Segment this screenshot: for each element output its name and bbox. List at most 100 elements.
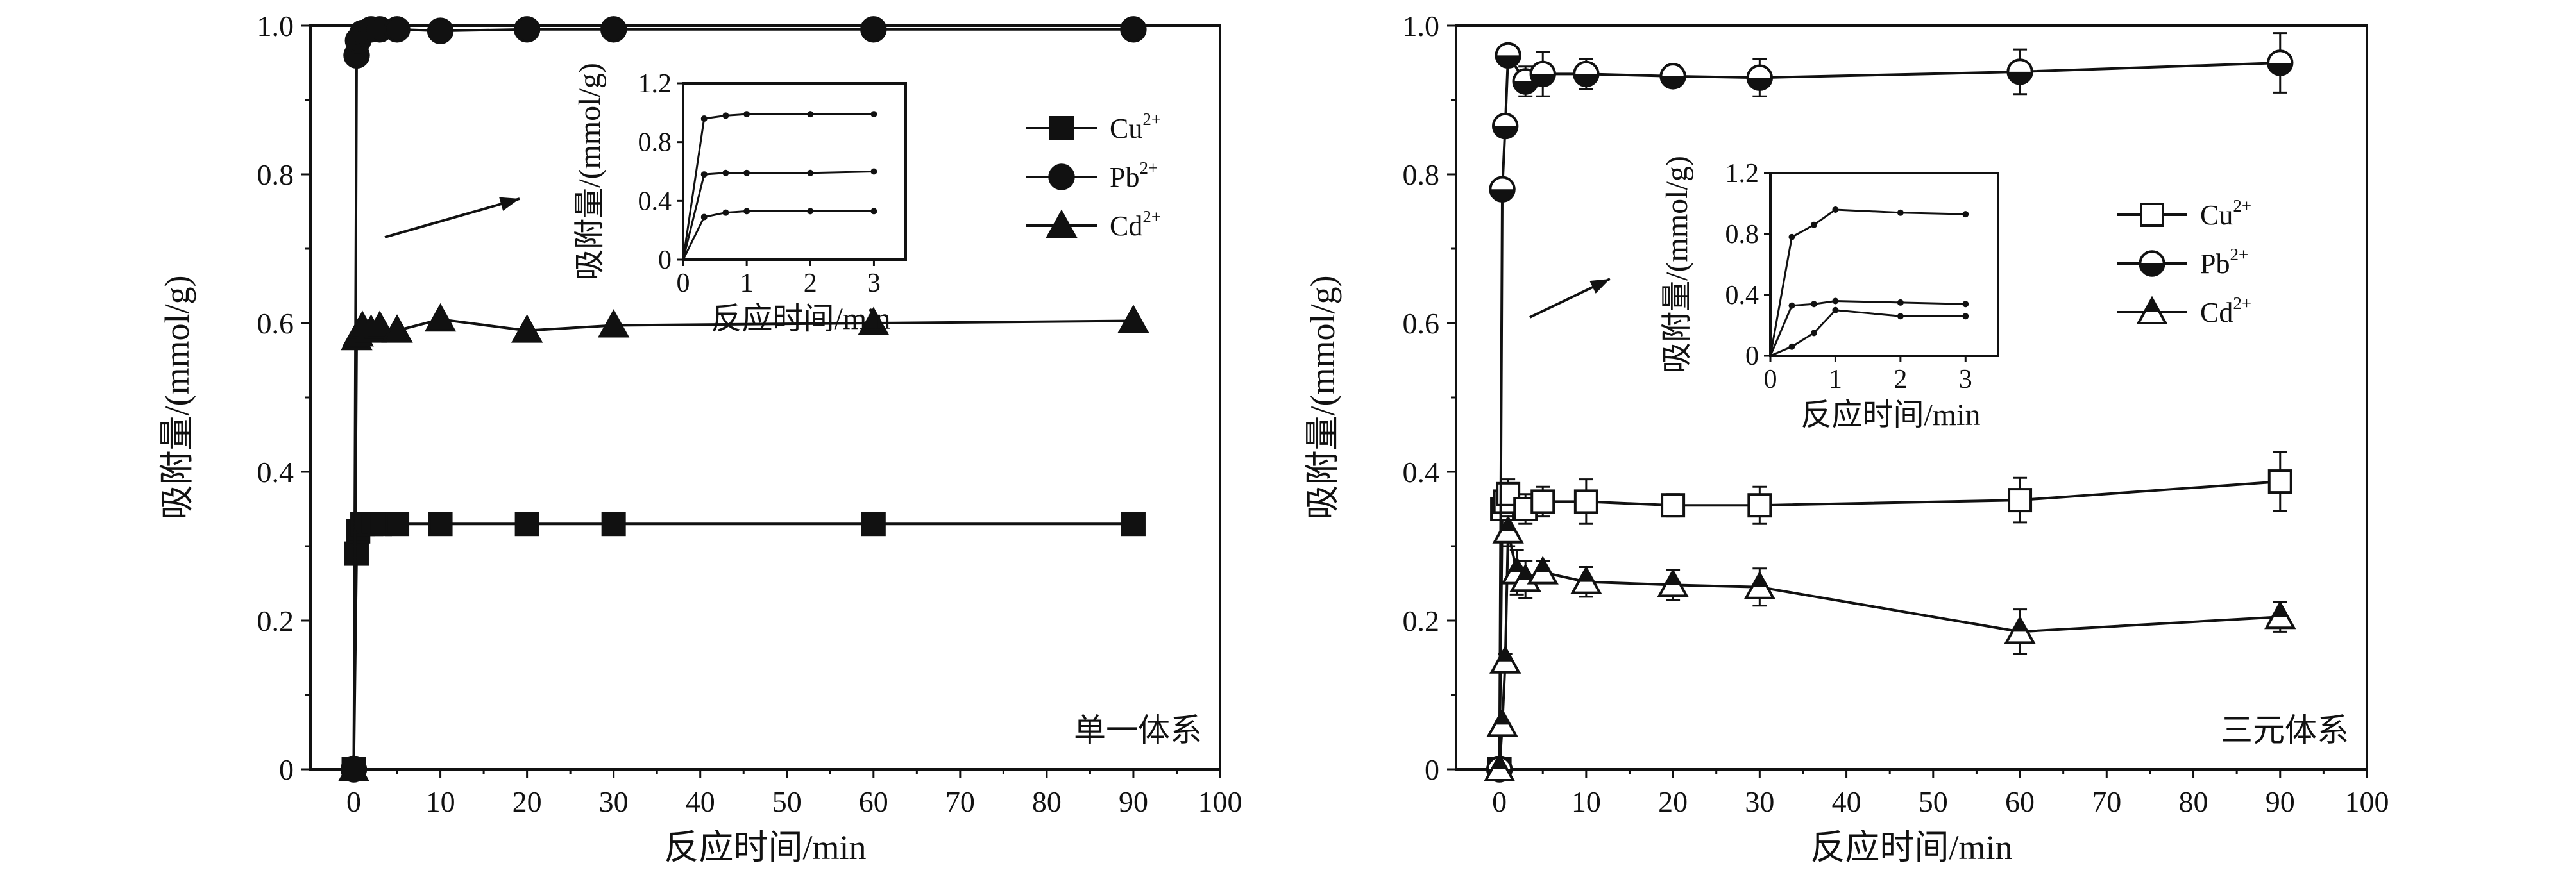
data-point-cu <box>1747 493 1772 518</box>
inset-y-axis-label: 吸附量/(mmol/g) <box>573 63 607 280</box>
y-tick-label: 0.4 <box>1403 456 1440 489</box>
x-tick-label: 80 <box>1032 785 1062 818</box>
x-tick-label: 90 <box>2266 785 2295 818</box>
legend: Cu2+ Pb2+ Cd2+ <box>2117 196 2251 328</box>
inset-point-pb <box>743 111 750 118</box>
series-line-cd <box>1498 531 2280 770</box>
data-point-pb <box>2006 58 2033 85</box>
x-axis-label: 反应时间/min <box>664 828 866 867</box>
inset-point-cu <box>1832 297 1839 305</box>
data-point-cd <box>1743 571 1775 599</box>
y-tick-label: 0.8 <box>1403 158 1440 191</box>
data-point-cd <box>381 314 413 343</box>
data-point-pb <box>1489 176 1516 203</box>
data-point-pb <box>1495 42 1521 69</box>
inset-series-line-cd <box>682 171 874 260</box>
data-point-cu <box>514 512 539 537</box>
inset-y-tick-label: 1.2 <box>1725 159 1759 188</box>
x-tick-label: 70 <box>945 785 975 818</box>
inset-point-cu <box>870 208 877 215</box>
inset-point-pb <box>700 115 708 122</box>
data-point-cd <box>1492 515 1524 544</box>
legend-marker-cu <box>1049 116 1074 140</box>
inset-x-tick-label: 2 <box>1894 365 1907 394</box>
data-point-cd <box>1483 753 1516 781</box>
data-point-cd <box>1527 556 1559 585</box>
series-line-cu <box>352 522 1133 770</box>
inset-point-cu <box>1962 301 1969 308</box>
inset-point-pb <box>1832 206 1839 213</box>
inset-point-cd <box>1897 313 1904 320</box>
data-point-pb <box>1573 60 1600 88</box>
y-tick-label: 1.0 <box>257 10 294 42</box>
legend-marker-cd <box>1046 209 1078 238</box>
y-tick-label: 0.6 <box>1403 307 1440 340</box>
legend-marker-cd <box>2136 296 2168 324</box>
inset-y-tick-label: 1.2 <box>638 69 672 99</box>
inset-series-line-pb <box>1769 208 1966 356</box>
inset-point-cd <box>1832 306 1839 313</box>
y-axis-label: 吸附量/(mmol/g) <box>1303 276 1342 520</box>
data-point-pb <box>384 16 411 43</box>
x-tick-label: 50 <box>772 785 802 818</box>
data-point-cu <box>428 512 453 537</box>
inset-x-tick-label: 0 <box>677 269 690 298</box>
data-point-cu <box>1573 489 1598 514</box>
data-point-cd <box>1486 708 1518 737</box>
x-tick-label: 30 <box>599 785 629 818</box>
inset-point-cu <box>1897 299 1904 306</box>
inset-point-pb <box>1788 233 1795 240</box>
inset-series-line-cu <box>1769 299 1966 356</box>
data-point-cd <box>2004 615 2036 644</box>
data-point-cu <box>2267 469 2292 494</box>
inset-x-tick-label: 0 <box>1764 365 1777 394</box>
x-tick-label: 20 <box>1658 785 1688 818</box>
inset-point-pb <box>870 111 877 118</box>
data-point-cd <box>424 303 457 332</box>
data-point-cu <box>344 541 369 566</box>
legend-label-cd: Cd2+ <box>2200 294 2251 328</box>
y-tick-label: 0.2 <box>1403 605 1440 637</box>
arrow-head <box>499 197 520 211</box>
data-point-cd <box>1489 645 1521 674</box>
arrow-head <box>1589 279 1610 294</box>
chart-panel-2: 0 10 20 30 40 50 60 70 80 90 10000.20.40.60.81.0反应… <box>1303 10 2389 867</box>
inset-series-line-cd <box>1770 309 1966 357</box>
inset-point-cd <box>1962 313 1969 320</box>
legend-label-cu: Cu2+ <box>1110 110 1161 144</box>
x-tick-label: 0 <box>1492 785 1507 818</box>
data-point-pb <box>860 16 887 43</box>
x-tick-label: 100 <box>1198 785 1242 818</box>
panel-label: 单一体系 <box>1074 712 1202 748</box>
inset-point-cd <box>743 169 750 176</box>
data-point-pb <box>1491 112 1519 140</box>
data-point-cd <box>858 306 890 335</box>
data-point-cu <box>1121 512 1146 537</box>
inset-series-line-cu <box>682 210 874 260</box>
data-point-cu <box>385 512 410 537</box>
legend-marker-pb <box>2139 250 2165 277</box>
x-axis-label: 反应时间/min <box>1810 828 2012 867</box>
x-tick-label: 0 <box>346 785 361 818</box>
data-point-cd <box>1117 305 1149 333</box>
y-tick-label: 1.0 <box>1403 10 1440 42</box>
x-tick-label: 30 <box>1745 785 1774 818</box>
y-axis-label: 吸附量/(mmol/g) <box>158 276 196 520</box>
y-tick-label: 0.8 <box>257 158 294 191</box>
inset-frame <box>1769 172 1999 357</box>
inset-chart: 0 1 2 3 0 0.4 0.8 1.2 反应时间/min 吸附量/(mmol/g) <box>573 63 907 336</box>
data-point-cd <box>511 314 543 343</box>
inset-y-tick-label: 0.4 <box>1725 281 1759 310</box>
series-line-cu <box>1498 480 2280 770</box>
y-tick-label: 0.6 <box>257 307 294 340</box>
inset-point-cd <box>700 171 708 178</box>
x-tick-label: 40 <box>1832 785 1861 818</box>
data-point-pb <box>513 16 541 43</box>
x-tick-label: 50 <box>1919 785 1948 818</box>
x-tick-label: 20 <box>513 785 542 818</box>
data-point-pb <box>2267 49 2294 76</box>
inset-point-cd <box>870 168 877 175</box>
chart-panel-1: 0 10 20 30 40 50 60 70 80 90 10000.20.40.60.81.0反应… <box>158 10 1242 867</box>
inset-point-cu <box>1810 301 1817 308</box>
